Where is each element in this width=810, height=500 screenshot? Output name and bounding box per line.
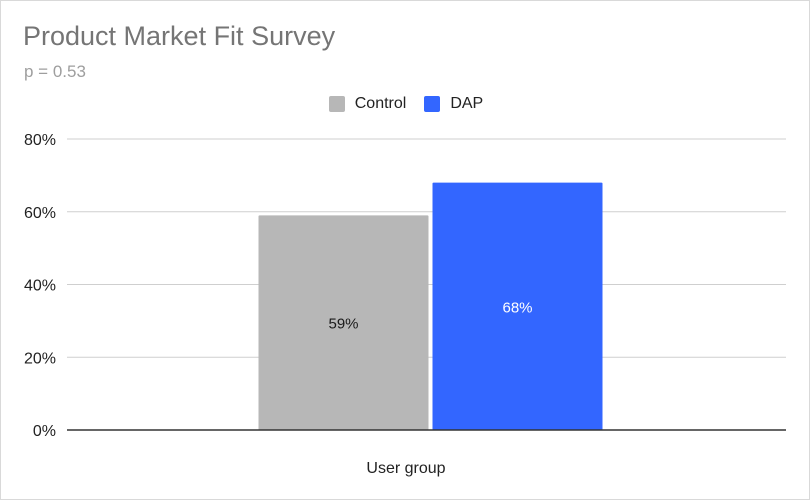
y-tick-label: 60% — [24, 205, 56, 222]
y-tick-label: 80% — [24, 132, 56, 149]
bar-label-dap: 68% — [502, 299, 532, 316]
x-axis-title: User group — [1, 460, 810, 478]
y-tick-label: 0% — [33, 423, 56, 440]
y-tick-label: 40% — [24, 278, 56, 295]
bar-label-control: 59% — [328, 316, 358, 333]
y-tick-label: 20% — [24, 350, 56, 367]
